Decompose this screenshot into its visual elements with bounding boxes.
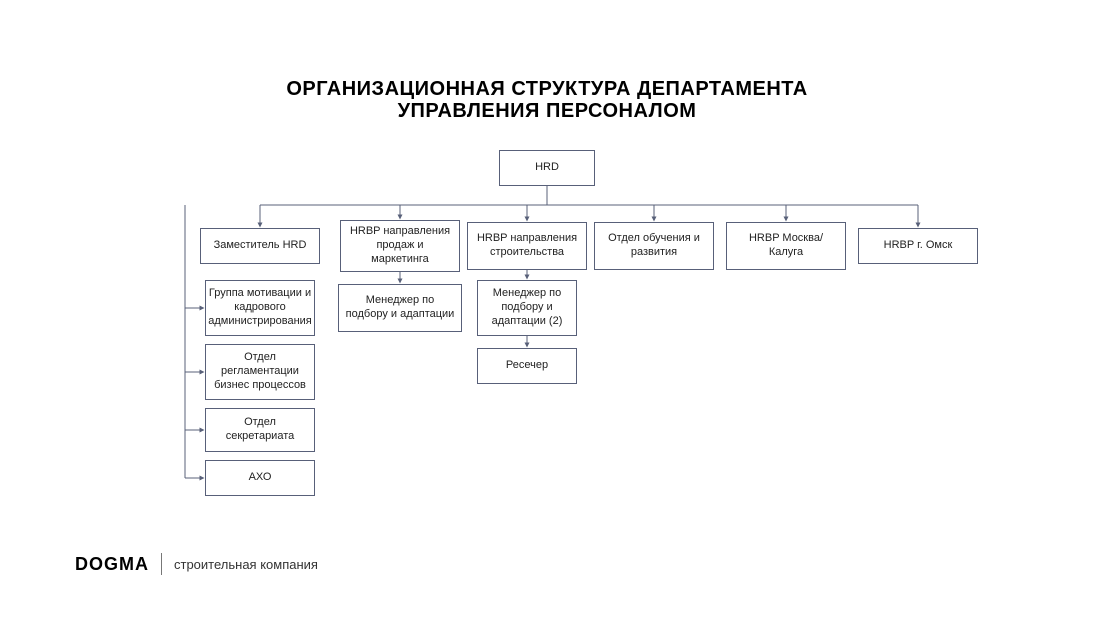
org-node-motiv: Группа мотивации и кадрового администрир… xyxy=(205,280,315,336)
org-node-edu: Отдел обучения и развития xyxy=(594,222,714,270)
title-line-2: УПРАВЛЕНИЯ ПЕРСОНАЛОМ xyxy=(0,100,1094,123)
org-node-reglam: Отдел регламентации бизнес процессов xyxy=(205,344,315,400)
org-node-hrd: HRD xyxy=(499,150,595,186)
brand-divider xyxy=(161,553,162,575)
org-node-hrbp-msk: HRBP Москва/Калуга xyxy=(726,222,846,270)
org-node-dep-hrd: Заместитель HRD xyxy=(200,228,320,264)
title-line-1: ОРГАНИЗАЦИОННАЯ СТРУКТУРА ДЕПАРТАМЕНТА xyxy=(0,78,1094,101)
org-node-constr-mgr: Менеджер по подбору и адаптации (2) xyxy=(477,280,577,336)
org-node-secret: Отдел секретариата xyxy=(205,408,315,452)
brand-subtitle: строительная компания xyxy=(174,557,318,572)
org-node-hrbp-omsk: HRBP г. Омск xyxy=(858,228,978,264)
brand-footer: DOGMA строительная компания xyxy=(75,553,318,575)
slide-root: ОРГАНИЗАЦИОННАЯ СТРУКТУРА ДЕПАРТАМЕНТА У… xyxy=(0,0,1094,630)
org-node-hrbp-sales: HRBP направления продаж и маркетинга xyxy=(340,220,460,272)
org-node-aho: АХО xyxy=(205,460,315,496)
brand-logo-text: DOGMA xyxy=(75,554,149,575)
org-node-hrbp-constr: HRBP направления строительства xyxy=(467,222,587,270)
org-node-sales-mgr: Менеджер по подбору и адаптации xyxy=(338,284,462,332)
org-node-researcher: Ресечер xyxy=(477,348,577,384)
